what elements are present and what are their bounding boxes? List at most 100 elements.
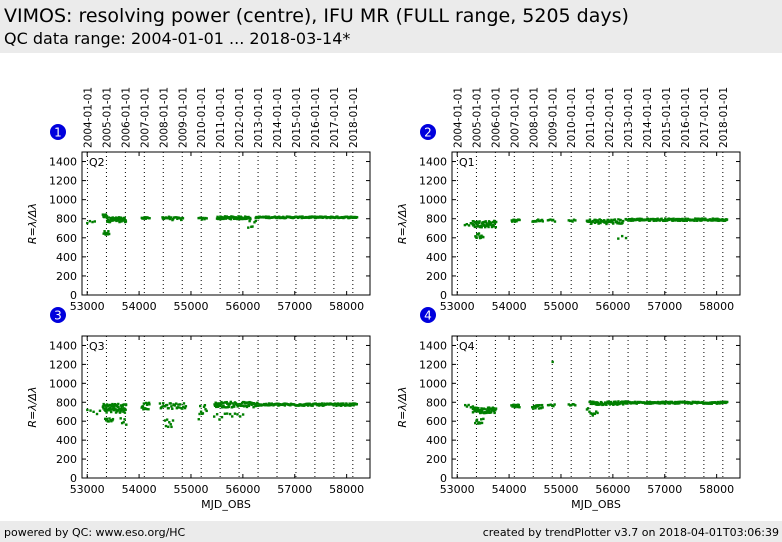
data-point (115, 219, 118, 223)
x-tick-label: 54000 (492, 300, 527, 313)
data-point (572, 403, 576, 406)
year-label: 2016-01-01 (310, 87, 322, 148)
data-point (620, 400, 624, 403)
data-point (478, 409, 481, 412)
data-point (594, 218, 597, 222)
data-point (220, 403, 223, 406)
data-point (670, 217, 673, 221)
data-point (313, 215, 316, 218)
data-point (617, 237, 620, 240)
data-point (603, 402, 606, 406)
data-point (475, 220, 479, 223)
data-point (603, 219, 606, 222)
data-point (142, 402, 146, 405)
x-tick-label: 57000 (647, 300, 682, 313)
data-point (238, 415, 242, 418)
data-point (598, 218, 601, 221)
data-point (494, 225, 498, 229)
year-label: 2013-01-01 (623, 87, 635, 148)
data-point (647, 402, 650, 405)
data-point (487, 408, 490, 411)
data-point (477, 221, 481, 225)
data-point (102, 402, 105, 406)
data-point (88, 219, 92, 223)
data-point (486, 223, 490, 226)
data-point (479, 236, 483, 239)
data-point (484, 220, 487, 223)
data-point (695, 219, 699, 222)
data-point (224, 406, 228, 409)
data-point (109, 410, 113, 414)
x-tick-label: 58000 (329, 483, 364, 496)
data-point (225, 400, 228, 404)
data-point (693, 219, 696, 222)
year-label: 2017-01-01 (699, 87, 711, 148)
data-point (200, 218, 204, 221)
data-point (474, 225, 478, 228)
data-point (480, 411, 483, 414)
y-tick-label: 1200 (419, 175, 447, 188)
data-point (648, 219, 652, 222)
year-label: 2018-01-01 (718, 87, 730, 148)
data-point (113, 405, 116, 408)
data-point (124, 219, 127, 222)
data-point (171, 407, 174, 410)
data-point (538, 403, 541, 407)
data-point (199, 410, 203, 413)
data-point (229, 217, 233, 221)
data-point (199, 404, 202, 408)
data-point (603, 401, 607, 404)
data-point (251, 225, 254, 228)
data-point (101, 213, 105, 216)
data-point (700, 218, 704, 222)
x-tick-label: 56000 (595, 300, 630, 313)
data-point (317, 402, 320, 406)
data-point (464, 403, 467, 407)
panel-badge-number: 3 (54, 309, 62, 323)
data-point (216, 402, 219, 405)
data-point (591, 414, 594, 417)
data-point (122, 403, 126, 406)
data-point (161, 216, 164, 219)
data-point (205, 409, 208, 413)
y-tick-label: 0 (70, 472, 77, 485)
data-point (493, 411, 496, 415)
data-point (144, 401, 148, 405)
data-point (597, 222, 600, 225)
year-label: 2004-01-01 (452, 87, 464, 148)
data-point (174, 402, 178, 405)
data-point (220, 406, 224, 409)
data-point (168, 421, 171, 424)
data-point (123, 216, 126, 220)
data-point (484, 408, 487, 411)
data-point (119, 218, 122, 221)
data-point (86, 221, 89, 225)
data-point (469, 406, 473, 409)
year-label: 2006-01-01 (120, 87, 132, 148)
data-point (167, 425, 170, 429)
data-point (164, 424, 168, 428)
year-label: 2018-01-01 (348, 87, 360, 148)
data-point (621, 221, 624, 225)
data-point (171, 419, 175, 422)
data-point (533, 404, 536, 408)
data-point (241, 400, 245, 404)
data-point (663, 402, 667, 405)
data-point (588, 220, 591, 224)
data-point (201, 412, 205, 415)
data-point (111, 216, 114, 219)
plot-frame (81, 335, 371, 479)
data-point (318, 404, 321, 407)
year-label: 2005-01-01 (471, 87, 483, 148)
y-tick-label: 200 (426, 270, 447, 283)
data-point (516, 405, 519, 409)
data-point (474, 421, 477, 425)
data-point (611, 222, 615, 225)
data-point (537, 404, 540, 407)
data-point (537, 218, 540, 221)
data-point (473, 225, 477, 229)
data-point (620, 234, 624, 238)
data-point (168, 217, 172, 221)
data-point (102, 407, 105, 410)
panel-name: Q2 (89, 156, 105, 169)
